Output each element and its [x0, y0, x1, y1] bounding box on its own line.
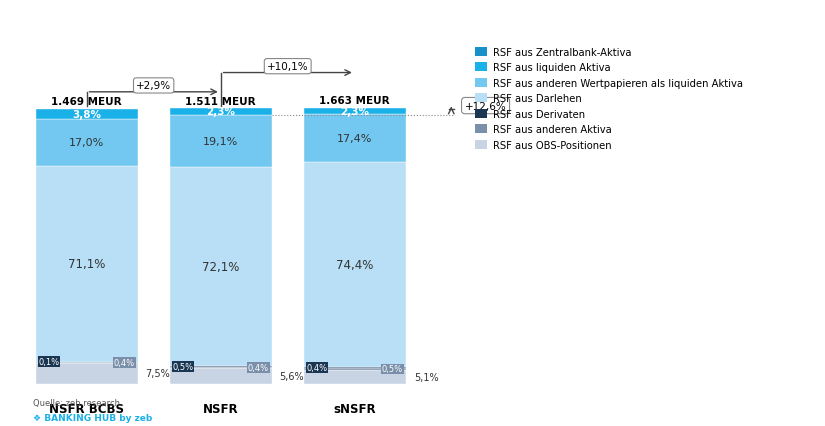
Text: 0,4%: 0,4%	[114, 358, 134, 367]
Text: 0,1%: 0,1%	[38, 357, 59, 366]
Text: +2,9%: +2,9%	[136, 81, 172, 91]
Bar	[304, 163, 406, 367]
Legend: RSF aus Zentralbank-Aktiva, RSF aus liquiden Aktiva, RSF aus anderen Wertpapiere: RSF aus Zentralbank-Aktiva, RSF aus liqu…	[475, 48, 743, 150]
Text: 2,3%: 2,3%	[340, 107, 370, 117]
Text: 0,5%: 0,5%	[382, 365, 403, 374]
Text: +12,6%: +12,6%	[464, 101, 507, 111]
Text: 0,5%: 0,5%	[172, 362, 194, 371]
Bar	[170, 115, 271, 168]
Bar	[170, 109, 271, 115]
Text: 17,4%: 17,4%	[337, 134, 372, 144]
Bar	[304, 115, 406, 163]
Text: Quelle: zeb.research: Quelle: zeb.research	[33, 398, 120, 407]
Bar	[35, 363, 138, 384]
Text: +10,1%: +10,1%	[267, 62, 309, 72]
Bar	[304, 370, 406, 384]
Bar	[304, 367, 406, 368]
Bar	[304, 368, 406, 370]
Bar	[170, 367, 271, 368]
Bar	[170, 368, 271, 384]
Text: 2,3%: 2,3%	[206, 107, 235, 117]
Bar	[304, 109, 406, 115]
Text: 72,1%: 72,1%	[202, 260, 239, 273]
Text: 3,8%: 3,8%	[72, 109, 101, 120]
Text: 5,1%: 5,1%	[414, 372, 438, 382]
Text: 5,6%: 5,6%	[280, 371, 304, 381]
Text: 1.511 MEUR: 1.511 MEUR	[186, 96, 256, 106]
Bar	[35, 167, 138, 362]
Text: 74,4%: 74,4%	[336, 259, 374, 271]
Text: 17,0%: 17,0%	[69, 138, 104, 148]
Text: 71,1%: 71,1%	[68, 258, 106, 271]
Text: 19,1%: 19,1%	[203, 137, 238, 147]
Text: ❖ BANKING HUB by zeb: ❖ BANKING HUB by zeb	[33, 413, 153, 422]
Text: 7,5%: 7,5%	[146, 368, 171, 378]
Bar	[170, 366, 271, 367]
Bar	[170, 168, 271, 366]
Text: 0,4%: 0,4%	[307, 363, 328, 372]
Text: 1.469 MEUR: 1.469 MEUR	[51, 97, 122, 106]
Bar	[35, 109, 138, 120]
Bar	[35, 120, 138, 167]
Text: 1.663 MEUR: 1.663 MEUR	[319, 96, 390, 106]
Text: 0,4%: 0,4%	[248, 363, 269, 372]
Bar	[35, 362, 138, 363]
